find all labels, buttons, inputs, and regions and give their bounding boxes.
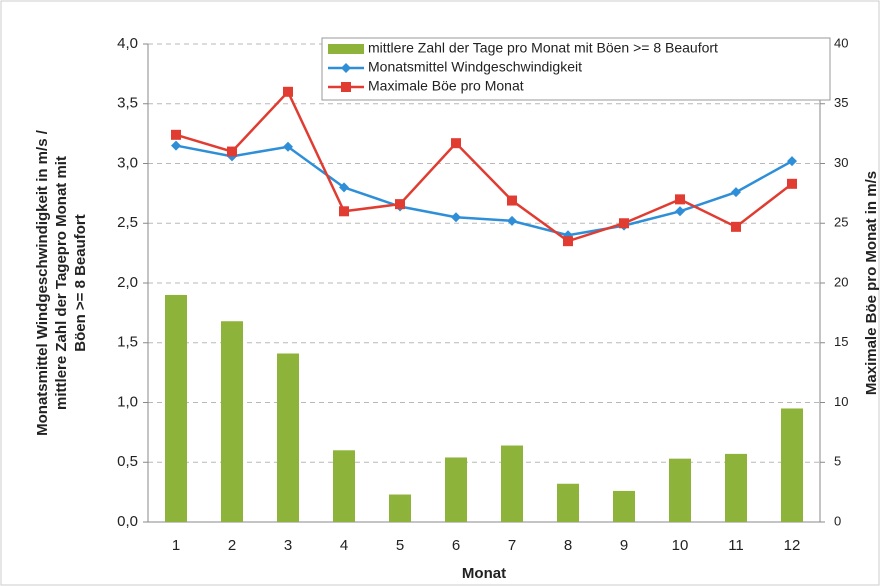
marker bbox=[339, 206, 349, 217]
x-tick-label: 6 bbox=[452, 537, 460, 554]
y2-tick-label: 35 bbox=[834, 95, 848, 110]
y-tick-label: 1,5 bbox=[117, 334, 138, 351]
marker bbox=[283, 141, 293, 152]
x-tick-label: 12 bbox=[784, 537, 801, 554]
marker bbox=[339, 182, 349, 193]
marker bbox=[171, 140, 181, 151]
marker bbox=[563, 236, 573, 247]
bar bbox=[613, 490, 635, 522]
y-tick-label: 2,0 bbox=[117, 274, 138, 291]
marker bbox=[787, 156, 797, 167]
x-axis-label: Monat bbox=[462, 565, 506, 582]
bar bbox=[445, 457, 467, 522]
y2-tick-label: 30 bbox=[834, 155, 848, 170]
y2-tick-label: 15 bbox=[834, 334, 848, 349]
legend-label: Maximale Böe pro Monat bbox=[368, 78, 524, 94]
y-axis-label-line: mittlere Zahl der Tagepro Monat mit bbox=[53, 156, 70, 410]
x-tick-label: 7 bbox=[508, 537, 516, 554]
y-tick-label: 0,5 bbox=[117, 453, 138, 470]
line bbox=[175, 144, 793, 237]
legend-marker bbox=[341, 82, 351, 92]
marker bbox=[171, 129, 181, 140]
y-tick-label: 1,0 bbox=[117, 393, 138, 410]
bar bbox=[221, 321, 243, 522]
marker bbox=[395, 199, 405, 210]
y-tick-label: 0,0 bbox=[117, 513, 138, 530]
x-tick-label: 9 bbox=[620, 537, 628, 554]
y-axis-label: Monatsmittel Windgeschwindigkeit in m/s … bbox=[34, 129, 89, 436]
y-axis-label-line: Monatsmittel Windgeschwindigkeit in m/s … bbox=[34, 129, 51, 436]
bar bbox=[501, 445, 523, 522]
y-tick-label: 3,0 bbox=[117, 154, 138, 171]
bar bbox=[165, 294, 187, 522]
legend-label: Monatsmittel Windgeschwindigkeit bbox=[368, 59, 582, 75]
bar bbox=[781, 408, 803, 522]
bar bbox=[333, 450, 355, 522]
marker bbox=[731, 187, 741, 198]
bar bbox=[725, 453, 747, 522]
legend-box bbox=[321, 37, 831, 101]
marker bbox=[675, 194, 685, 205]
marker bbox=[787, 178, 797, 189]
x-tick-label: 8 bbox=[564, 537, 572, 554]
marker bbox=[675, 206, 685, 217]
bar bbox=[557, 483, 579, 522]
y2-tick-label: 5 bbox=[834, 454, 841, 469]
marker bbox=[507, 195, 517, 206]
x-tick-label: 11 bbox=[728, 537, 744, 554]
x-tick-label: 10 bbox=[672, 537, 689, 554]
x-tick-label: 3 bbox=[284, 537, 292, 554]
marker bbox=[283, 86, 293, 97]
legend-swatch bbox=[328, 44, 364, 54]
bar bbox=[277, 353, 299, 522]
bar bbox=[389, 494, 411, 522]
marker bbox=[507, 215, 517, 226]
marker bbox=[227, 146, 237, 157]
marker bbox=[451, 138, 461, 149]
y2-tick-label: 40 bbox=[834, 35, 848, 50]
y-tick-label: 2,5 bbox=[117, 214, 138, 231]
marker bbox=[451, 212, 461, 223]
legend-label: mittlere Zahl der Tage pro Monat mit Böe… bbox=[368, 40, 718, 56]
x-tick-label: 2 bbox=[228, 537, 236, 554]
y-tick-label: 4,0 bbox=[117, 35, 138, 52]
line bbox=[175, 89, 793, 243]
legend-marker bbox=[341, 63, 351, 73]
y2-tick-label: 10 bbox=[834, 394, 848, 409]
x-tick-label: 4 bbox=[340, 537, 348, 554]
y-axis-label-line: Böen >= 8 Beaufort bbox=[72, 214, 89, 352]
y2-tick-label: 0 bbox=[834, 513, 841, 528]
bar bbox=[669, 458, 691, 522]
marker bbox=[619, 218, 629, 229]
y2-tick-label: 20 bbox=[834, 274, 848, 289]
y2-axis-label: Maximale Böe pro Monat in m/s bbox=[863, 171, 880, 395]
y2-tick-label: 25 bbox=[834, 215, 848, 230]
x-tick-label: 1 bbox=[172, 537, 180, 554]
x-tick-label: 5 bbox=[396, 537, 404, 554]
y-tick-label: 3,5 bbox=[117, 95, 138, 112]
marker bbox=[731, 221, 741, 232]
